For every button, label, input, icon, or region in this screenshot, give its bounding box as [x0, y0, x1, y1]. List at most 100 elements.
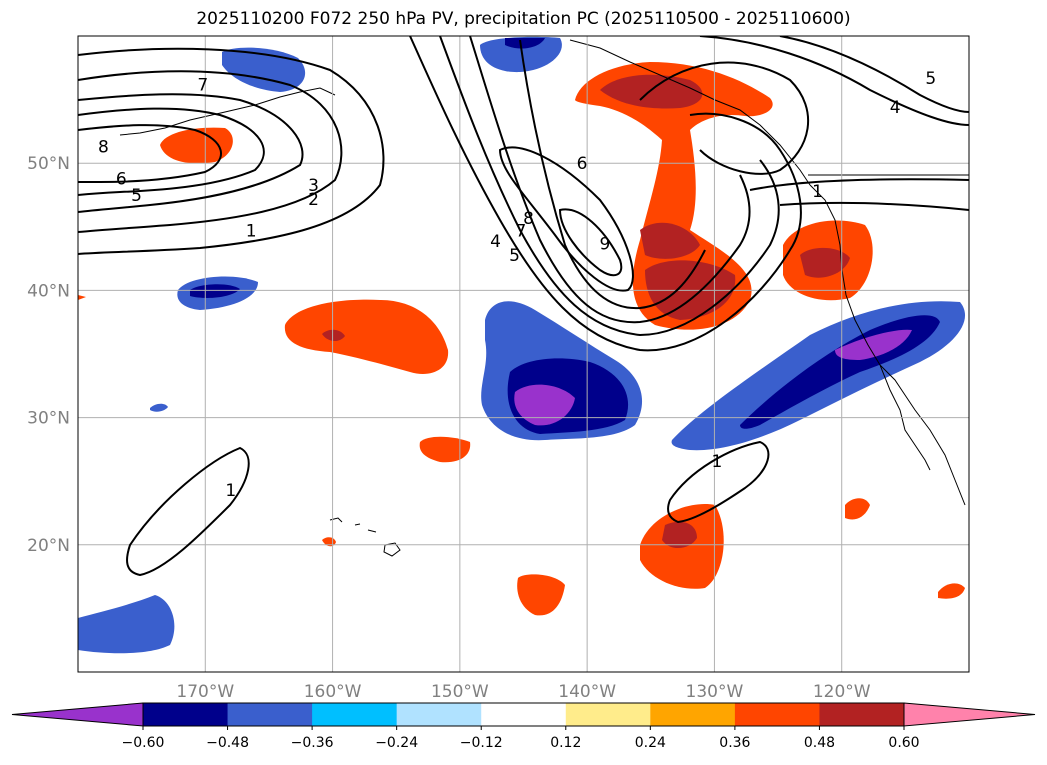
pv-contour — [699, 36, 969, 126]
colorbar-tick-label: −0.36 — [291, 735, 334, 751]
colorbar-swatch — [481, 703, 567, 726]
colorbar-extend-max — [903, 702, 1036, 727]
lon-tick-label: 160°W — [304, 682, 362, 702]
precip-negative-region — [514, 384, 575, 426]
colorbar-tick-label: −0.12 — [460, 735, 503, 751]
lon-tick-label: 170°W — [176, 682, 234, 702]
pv-contour — [78, 107, 265, 196]
lon-tick-label: 120°W — [813, 682, 871, 702]
pv-contour-label: 1 — [812, 182, 823, 202]
pv-contour — [78, 124, 222, 183]
lon-tick-label: 150°W — [431, 682, 489, 702]
pv-contour-label: 2 — [308, 190, 319, 210]
precip-negative-region — [190, 284, 240, 298]
pv-contour-label: 4 — [890, 98, 901, 118]
precip-positive-region — [517, 574, 565, 616]
pv-contour — [78, 47, 385, 255]
precip-positive-region — [640, 222, 700, 259]
pv-contour — [558, 208, 623, 277]
pv-contour-label: 1 — [246, 222, 257, 242]
colorbar-swatch — [312, 703, 398, 726]
precip-positive-region — [575, 62, 773, 330]
colorbar-swatch — [819, 703, 905, 726]
pv-contour-label: 1 — [712, 452, 723, 472]
pv-contour — [639, 61, 809, 175]
pv-contour — [78, 70, 343, 233]
colorbar-extend-min — [11, 702, 144, 727]
map-frame — [77, 35, 970, 673]
pv-contour-label: 1 — [225, 481, 236, 501]
graticule — [78, 36, 969, 672]
pv-contour — [469, 36, 751, 324]
pv-contour — [498, 146, 634, 292]
pv-contour — [749, 178, 969, 191]
colorbar-tick-label: 0.12 — [550, 735, 581, 751]
precip-negative-region — [480, 36, 562, 73]
pv-contour-label: 3 — [308, 176, 319, 196]
lat-tick-label: 30°N — [27, 409, 70, 429]
precip-positive-region — [800, 247, 850, 278]
colorbar-tick-label: −0.24 — [375, 735, 418, 751]
pv-contour — [519, 39, 706, 310]
pv-contour-label: 6 — [116, 169, 127, 189]
pv-contour-label: 8 — [98, 138, 109, 158]
lon-tick-label: 140°W — [558, 682, 616, 702]
precip-positive-region — [160, 127, 233, 164]
pv-contour-label: 7 — [197, 75, 208, 95]
pv-contour-label: 5 — [131, 186, 142, 206]
precip-positive-region — [662, 521, 697, 549]
precip-positive-region — [419, 436, 471, 463]
colorbar-swatch — [143, 703, 229, 726]
colorbar-tick-label: −0.48 — [206, 735, 249, 751]
precip-positive-region — [78, 295, 86, 300]
lat-tick-label: 20°N — [27, 536, 70, 556]
pv-contour-label: 7 — [516, 222, 527, 242]
colorbar-tick-label: 0.24 — [635, 735, 666, 751]
precip-positive-region — [600, 74, 703, 109]
north-america-west-coast — [809, 184, 966, 506]
pv-contour-label: 5 — [509, 246, 520, 266]
precip-positive-region — [284, 299, 449, 374]
lon-tick-labels: 170°W 160°W 150°W 140°W 130°W 120°W — [176, 682, 870, 702]
colorbar-swatch — [650, 703, 736, 726]
precip-negative-region — [505, 38, 545, 49]
precip-positive-region — [938, 583, 965, 599]
pv-contour — [779, 201, 969, 211]
lat-tick-labels: 20°N 30°N 40°N 50°N — [27, 154, 70, 556]
coastlines — [119, 39, 969, 557]
pv-contour — [409, 36, 802, 352]
precip-negative-region — [150, 403, 168, 412]
pv-contour — [439, 36, 780, 337]
colorbar-swatch — [734, 703, 820, 726]
pv-contour-label: 5 — [925, 69, 936, 89]
alaska-coast — [119, 39, 811, 186]
colorbar-frame — [142, 702, 905, 727]
colorbar-swatch — [396, 703, 482, 726]
precip-positive-region — [845, 498, 870, 520]
pv-contour — [78, 93, 304, 213]
pv-contour-label: 8 — [523, 209, 534, 229]
precip-negative-region — [78, 595, 175, 654]
colorbar-tick-label: 0.60 — [888, 735, 919, 751]
colorbar-swatch — [227, 703, 313, 726]
colorbar-tick-label: −0.60 — [122, 735, 165, 751]
lat-tick-label: 50°N — [27, 154, 70, 174]
pv-contour-label: 4 — [490, 232, 501, 252]
map-title: 2025110200 F072 250 hPa PV, precipitatio… — [196, 9, 851, 29]
pv-contour — [126, 446, 250, 577]
precip-anomaly-shading — [78, 36, 966, 654]
pv-contour — [667, 440, 770, 524]
hawaii-islands — [329, 517, 401, 557]
pv-contour-label: 9 — [600, 234, 611, 254]
precip-positive-region — [322, 329, 345, 342]
pv-contours — [78, 36, 969, 577]
colorbar: −0.60 −0.48 −0.36 −0.24 −0.12 0.12 0.24 0.36 0.4… — [11, 702, 1036, 751]
lat-tick-label: 40°N — [27, 281, 70, 301]
pv-contour-label: 6 — [577, 154, 588, 174]
colorbar-tick-label: 0.48 — [804, 735, 835, 751]
lon-tick-label: 130°W — [686, 682, 744, 702]
pv-contour — [779, 36, 969, 113]
precip-negative-region — [835, 329, 912, 360]
